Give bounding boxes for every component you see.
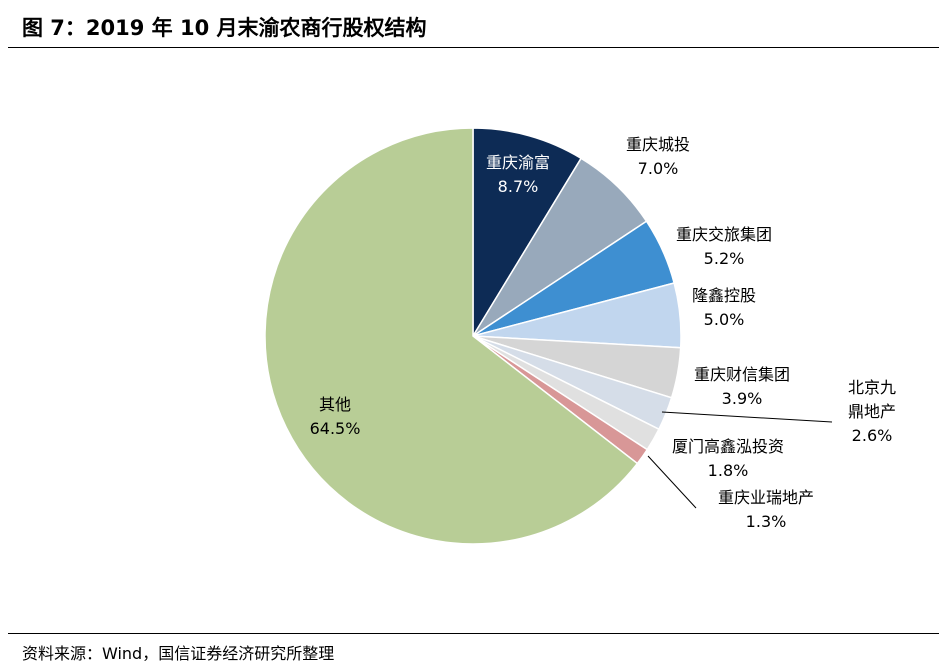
title-divider — [8, 47, 939, 48]
pie-slice — [264, 127, 639, 545]
leader-line — [661, 411, 833, 423]
figure-title: 图 7：2019 年 10 月末渝农商行股权结构 — [22, 16, 427, 40]
slice-label: 重庆城投 7.0% — [626, 135, 690, 178]
slice-label: 隆鑫控股 5.0% — [692, 286, 756, 329]
slice-label: 其他 64.5% — [310, 395, 361, 438]
slice-label: 重庆渝富 8.7% — [486, 153, 550, 196]
source-divider — [8, 633, 939, 634]
slice-label: 北京九鼎地产 2.6% — [848, 378, 896, 445]
slice-labels: 重庆渝富 8.7% 重庆城投 7.0% 重庆交旅集团 5.2% 隆鑫控股 5.0% 重庆财信集团… — [310, 135, 896, 531]
figure-source: 资料来源：Wind，国信证券经济研究所整理 — [22, 644, 335, 663]
slice-label: 重庆业瑞地产 1.3% — [718, 488, 814, 531]
leader-line — [647, 455, 697, 509]
pie-slices — [264, 127, 682, 545]
slice-label: 重庆财信集团 3.9% — [694, 365, 790, 408]
slice-label: 重庆交旅集团 5.2% — [676, 225, 772, 268]
pie-slice — [472, 127, 583, 339]
slice-label: 厦门高鑫泓投资 1.8% — [672, 437, 784, 480]
leader-lines — [647, 411, 833, 509]
